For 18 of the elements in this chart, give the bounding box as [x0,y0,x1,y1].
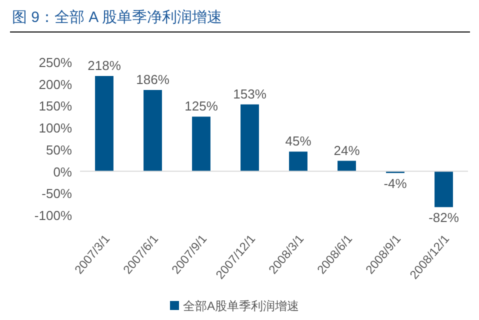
data-label: 45% [285,134,312,149]
data-label: -82% [428,210,460,226]
data-label: 153% [233,86,267,102]
y-tick-label: 200% [38,76,72,92]
y-tick-label: 250% [38,55,72,70]
y-tick-label: 50% [46,142,72,158]
y-tick-label: 0% [53,164,72,180]
data-label: 186% [136,72,170,87]
data-label: -4% [384,176,408,192]
y-tick-label: 150% [38,98,72,114]
y-tick-label: -100% [34,208,72,223]
data-label: 218% [88,58,122,73]
legend-label: 全部A股单季利润增速 [183,299,300,313]
data-label: 24% [334,142,360,158]
y-tick-label: 100% [38,120,72,136]
data-label: 125% [184,98,218,114]
chart-title: 图 9：全部 A 股单季净利润增速 [12,9,222,26]
y-tick-label: -50% [42,186,72,202]
